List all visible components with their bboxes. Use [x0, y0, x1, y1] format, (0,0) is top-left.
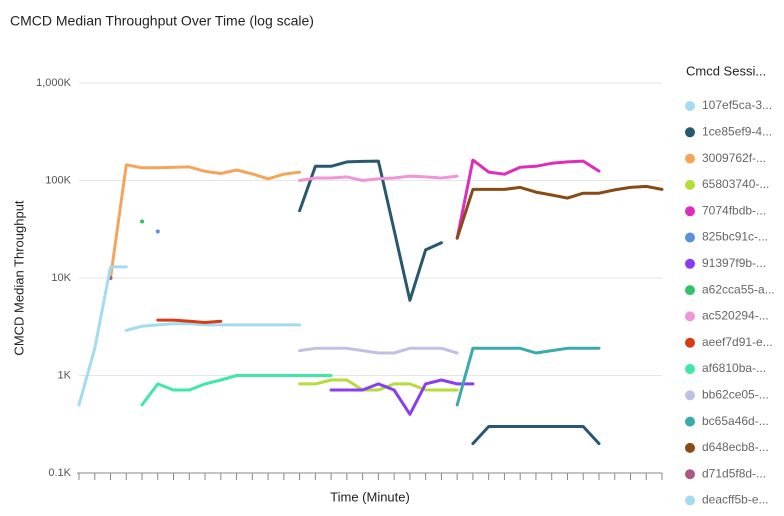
series-line [156, 318, 223, 324]
legend-label[interactable]: a62cca55-a... [702, 282, 775, 296]
legend-swatch[interactable] [685, 153, 695, 164]
y-tick-label: 0.1K [48, 467, 71, 479]
legend-label[interactable]: bb62ce05-... [702, 387, 769, 401]
legend-swatch[interactable] [685, 258, 695, 269]
data-point [155, 229, 160, 234]
legend-label[interactable]: aeef7d91-e... [702, 335, 773, 349]
series-line [455, 184, 664, 240]
y-tick-label: 1K [58, 369, 72, 381]
series-line [140, 374, 333, 407]
legend-label[interactable]: 1ce85ef9-4... [702, 124, 772, 138]
legend-swatch[interactable] [685, 390, 695, 401]
series-line [298, 346, 459, 355]
series-line [455, 158, 601, 240]
series-line [329, 378, 475, 416]
legend-swatch[interactable] [685, 206, 695, 217]
legend-label[interactable]: deacff5b-e... [702, 493, 769, 507]
legend-swatch[interactable] [685, 442, 695, 453]
legend-label[interactable]: d71d5f8d-... [702, 466, 766, 480]
legend-label[interactable]: af6810ba-... [702, 361, 766, 375]
legend-label[interactable]: bc65a46d-... [702, 414, 769, 428]
legend-label[interactable]: 3009762f-... [702, 151, 766, 165]
legend-swatch[interactable] [685, 337, 695, 348]
y-tick-label: 1,000K [36, 77, 72, 89]
legend-label[interactable]: 7074fbdb-... [702, 203, 766, 217]
legend-swatch[interactable] [685, 179, 695, 190]
legend-swatch[interactable] [685, 232, 695, 243]
series-line [77, 265, 128, 407]
series-line [298, 159, 601, 446]
data-point [140, 219, 145, 224]
legend-label[interactable]: 825bc91c-... [702, 230, 768, 244]
legend-swatch[interactable] [685, 127, 695, 138]
legend-label[interactable]: d648ecb8-... [702, 440, 769, 454]
legend-swatch[interactable] [685, 285, 695, 296]
series-line [109, 163, 302, 280]
legend-swatch[interactable] [685, 469, 695, 480]
legend-swatch[interactable] [685, 416, 695, 427]
legend-label[interactable]: ac520294-... [702, 309, 769, 323]
series-line [298, 378, 459, 392]
legend-swatch[interactable] [685, 311, 695, 322]
legend-label[interactable]: 107ef5ca-3... [702, 98, 772, 112]
series-line [298, 174, 459, 182]
y-tick-label: 10K [51, 272, 71, 284]
y-axis-title: CMCD Median Throughput [11, 200, 26, 355]
x-axis-title: Time (Minute) [330, 489, 410, 504]
series-line [124, 322, 302, 332]
series-line [455, 346, 601, 407]
legend-swatch[interactable] [685, 101, 695, 111]
legend-swatch[interactable] [685, 364, 695, 374]
legend-label[interactable]: 65803740-... [702, 177, 769, 191]
legend-title: Cmcd Sessi... [686, 63, 766, 78]
legend-label[interactable]: 91397f9b-... [702, 256, 766, 270]
legend-swatch[interactable] [685, 495, 695, 506]
chart-title: CMCD Median Throughput Over Time (log sc… [10, 13, 314, 29]
y-tick-label: 100K [45, 174, 71, 186]
